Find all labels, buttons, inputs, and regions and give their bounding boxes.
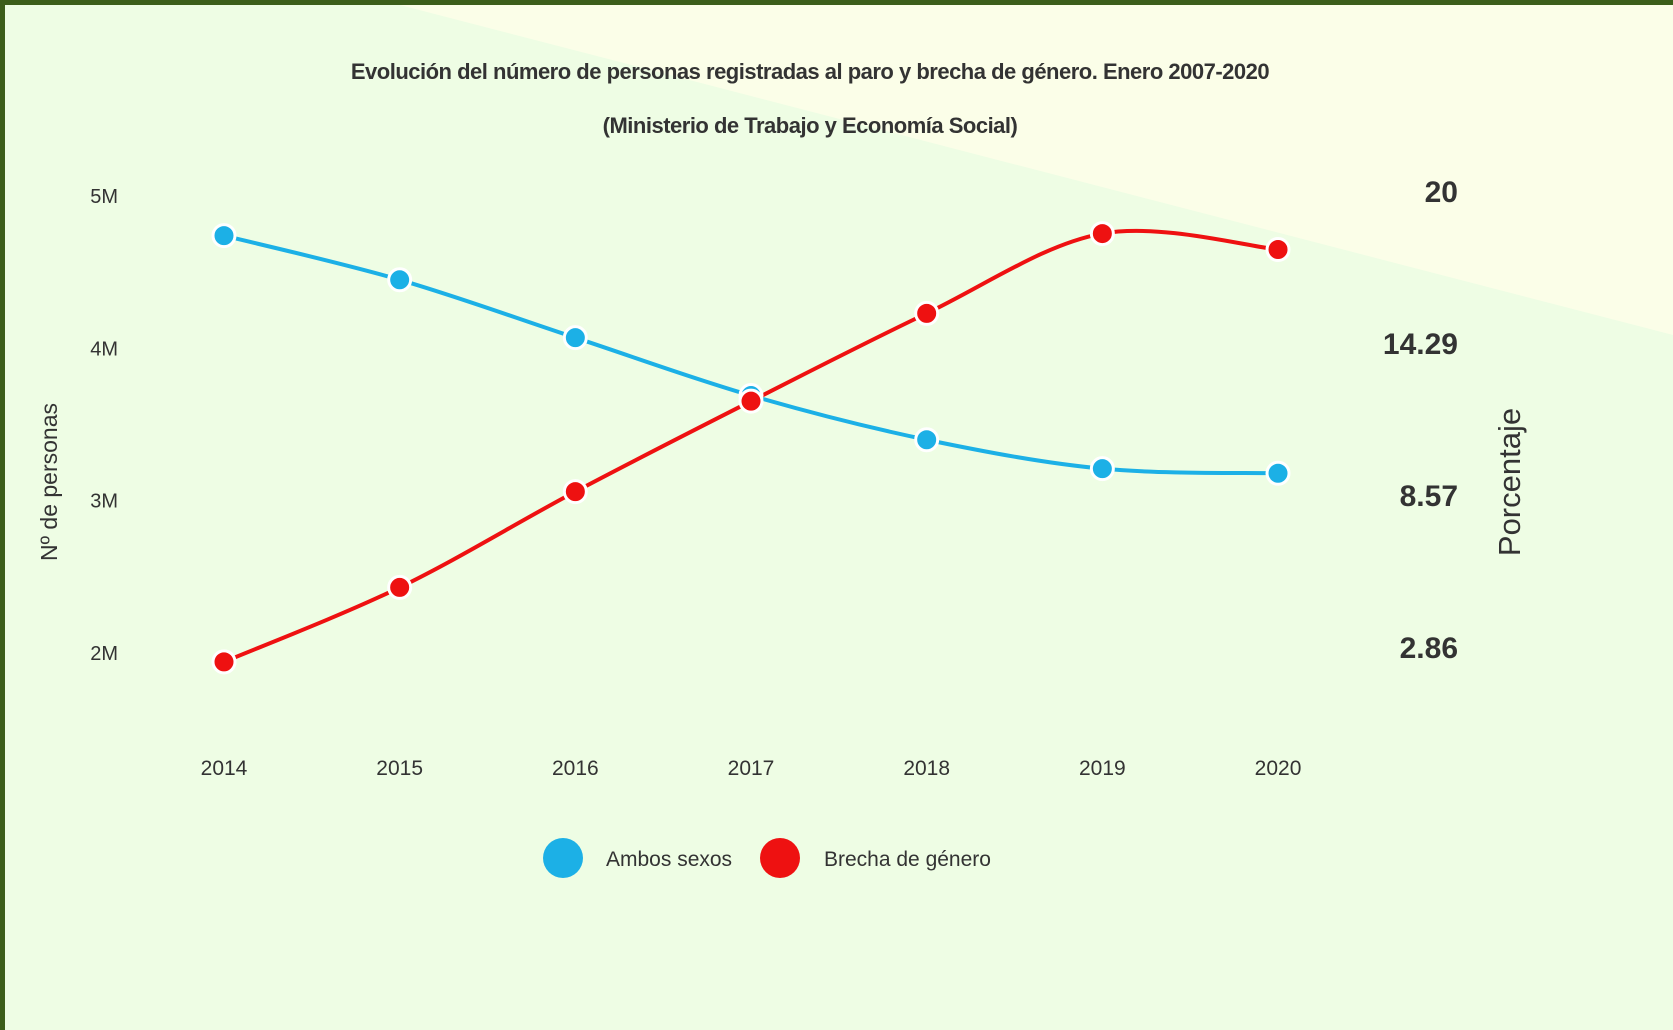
series-points (211, 221, 1291, 675)
data-point-brecha-de-genero[interactable] (738, 388, 764, 414)
chart-canvas: Evolución del número de personas registr… (36, 5, 1673, 878)
x-tick-label: 2018 (903, 757, 950, 780)
data-point-brecha-de-genero[interactable] (211, 649, 237, 675)
right-tick-label: 14.29 (1383, 328, 1458, 361)
data-point-ambos-sexos[interactable] (562, 325, 588, 351)
data-point-brecha-de-genero[interactable] (914, 300, 940, 326)
data-point-brecha-de-genero[interactable] (1089, 221, 1115, 247)
left-axis-ticks: 2M 3M 4M 5M (90, 186, 118, 665)
data-point-brecha-de-genero[interactable] (1265, 237, 1291, 263)
right-axis-label: Porcentaje (1492, 408, 1527, 556)
legend-label-brecha-de-genero[interactable]: Brecha de género (824, 848, 991, 871)
left-tick-label: 5M (90, 186, 118, 208)
data-point-ambos-sexos[interactable] (914, 427, 940, 453)
data-point-ambos-sexos[interactable] (1265, 460, 1291, 486)
x-tick-label: 2020 (1255, 757, 1302, 780)
x-tick-label: 2017 (728, 757, 775, 780)
chart-subtitle: (Ministerio de Trabajo y Economía Social… (603, 113, 1018, 138)
series-lines (222, 228, 1281, 664)
x-tick-label: 2016 (552, 757, 599, 780)
right-tick-label: 2.86 (1400, 632, 1458, 665)
x-tick-label: 2019 (1079, 757, 1126, 780)
chart-title: Evolución del número de personas registr… (351, 59, 1270, 84)
left-axis-label: Nº de personas (36, 403, 62, 561)
right-tick-label: 8.57 (1400, 480, 1458, 513)
background-highlight (400, 5, 1673, 335)
series-line-brecha-de-genero (222, 228, 1281, 664)
legend[interactable]: Ambos sexos Brecha de género (543, 838, 991, 878)
data-point-ambos-sexos[interactable] (1089, 456, 1115, 482)
data-point-ambos-sexos[interactable] (387, 267, 413, 293)
x-tick-label: 2015 (376, 757, 423, 780)
x-axis-ticks: 2014 2015 2016 2017 2018 2019 2020 (201, 757, 1302, 780)
x-tick-label: 2014 (201, 757, 248, 780)
series-line-ambos-sexos (222, 233, 1281, 476)
left-tick-label: 4M (90, 338, 118, 360)
legend-label-ambos-sexos[interactable]: Ambos sexos (606, 848, 732, 871)
legend-marker-brecha-de-genero (760, 838, 800, 878)
legend-marker-ambos-sexos (543, 838, 583, 878)
right-tick-label: 20 (1425, 176, 1458, 209)
left-tick-label: 2M (90, 643, 118, 665)
data-point-ambos-sexos[interactable] (211, 223, 237, 249)
left-tick-label: 3M (90, 491, 118, 513)
data-point-brecha-de-genero[interactable] (387, 574, 413, 600)
data-point-brecha-de-genero[interactable] (562, 479, 588, 505)
right-axis-ticks: 2.86 8.57 14.29 20 (1383, 176, 1458, 665)
